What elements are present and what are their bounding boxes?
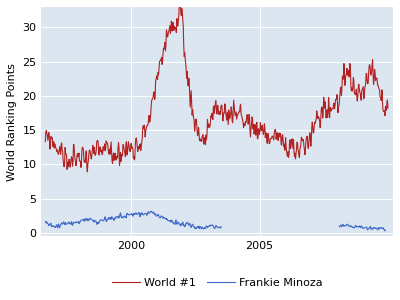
Frankie Minoza <box>75 220 80 224</box>
Frankie Minoza <box>86 218 91 221</box>
Frankie Minoza <box>186 223 191 227</box>
Frankie Minoza <box>148 209 153 213</box>
World #1 <box>259 129 264 133</box>
World #1 <box>191 113 196 116</box>
Frankie Minoza <box>62 221 66 225</box>
World #1 <box>185 80 190 84</box>
Line: World #1: World #1 <box>45 0 388 172</box>
World #1 <box>272 129 277 133</box>
World #1 <box>43 140 48 143</box>
World #1 <box>95 139 100 143</box>
Frankie Minoza <box>74 221 79 224</box>
Frankie Minoza <box>203 226 208 230</box>
World #1 <box>282 148 287 152</box>
Frankie Minoza <box>201 227 206 231</box>
Line: Frankie Minoza: Frankie Minoza <box>45 211 206 229</box>
World #1 <box>85 170 90 174</box>
Legend: World #1, Frankie Minoza: World #1, Frankie Minoza <box>107 274 327 293</box>
World #1 <box>386 106 390 110</box>
Frankie Minoza <box>43 220 48 223</box>
Frankie Minoza <box>183 223 188 227</box>
Y-axis label: World Ranking Points: World Ranking Points <box>7 63 17 181</box>
